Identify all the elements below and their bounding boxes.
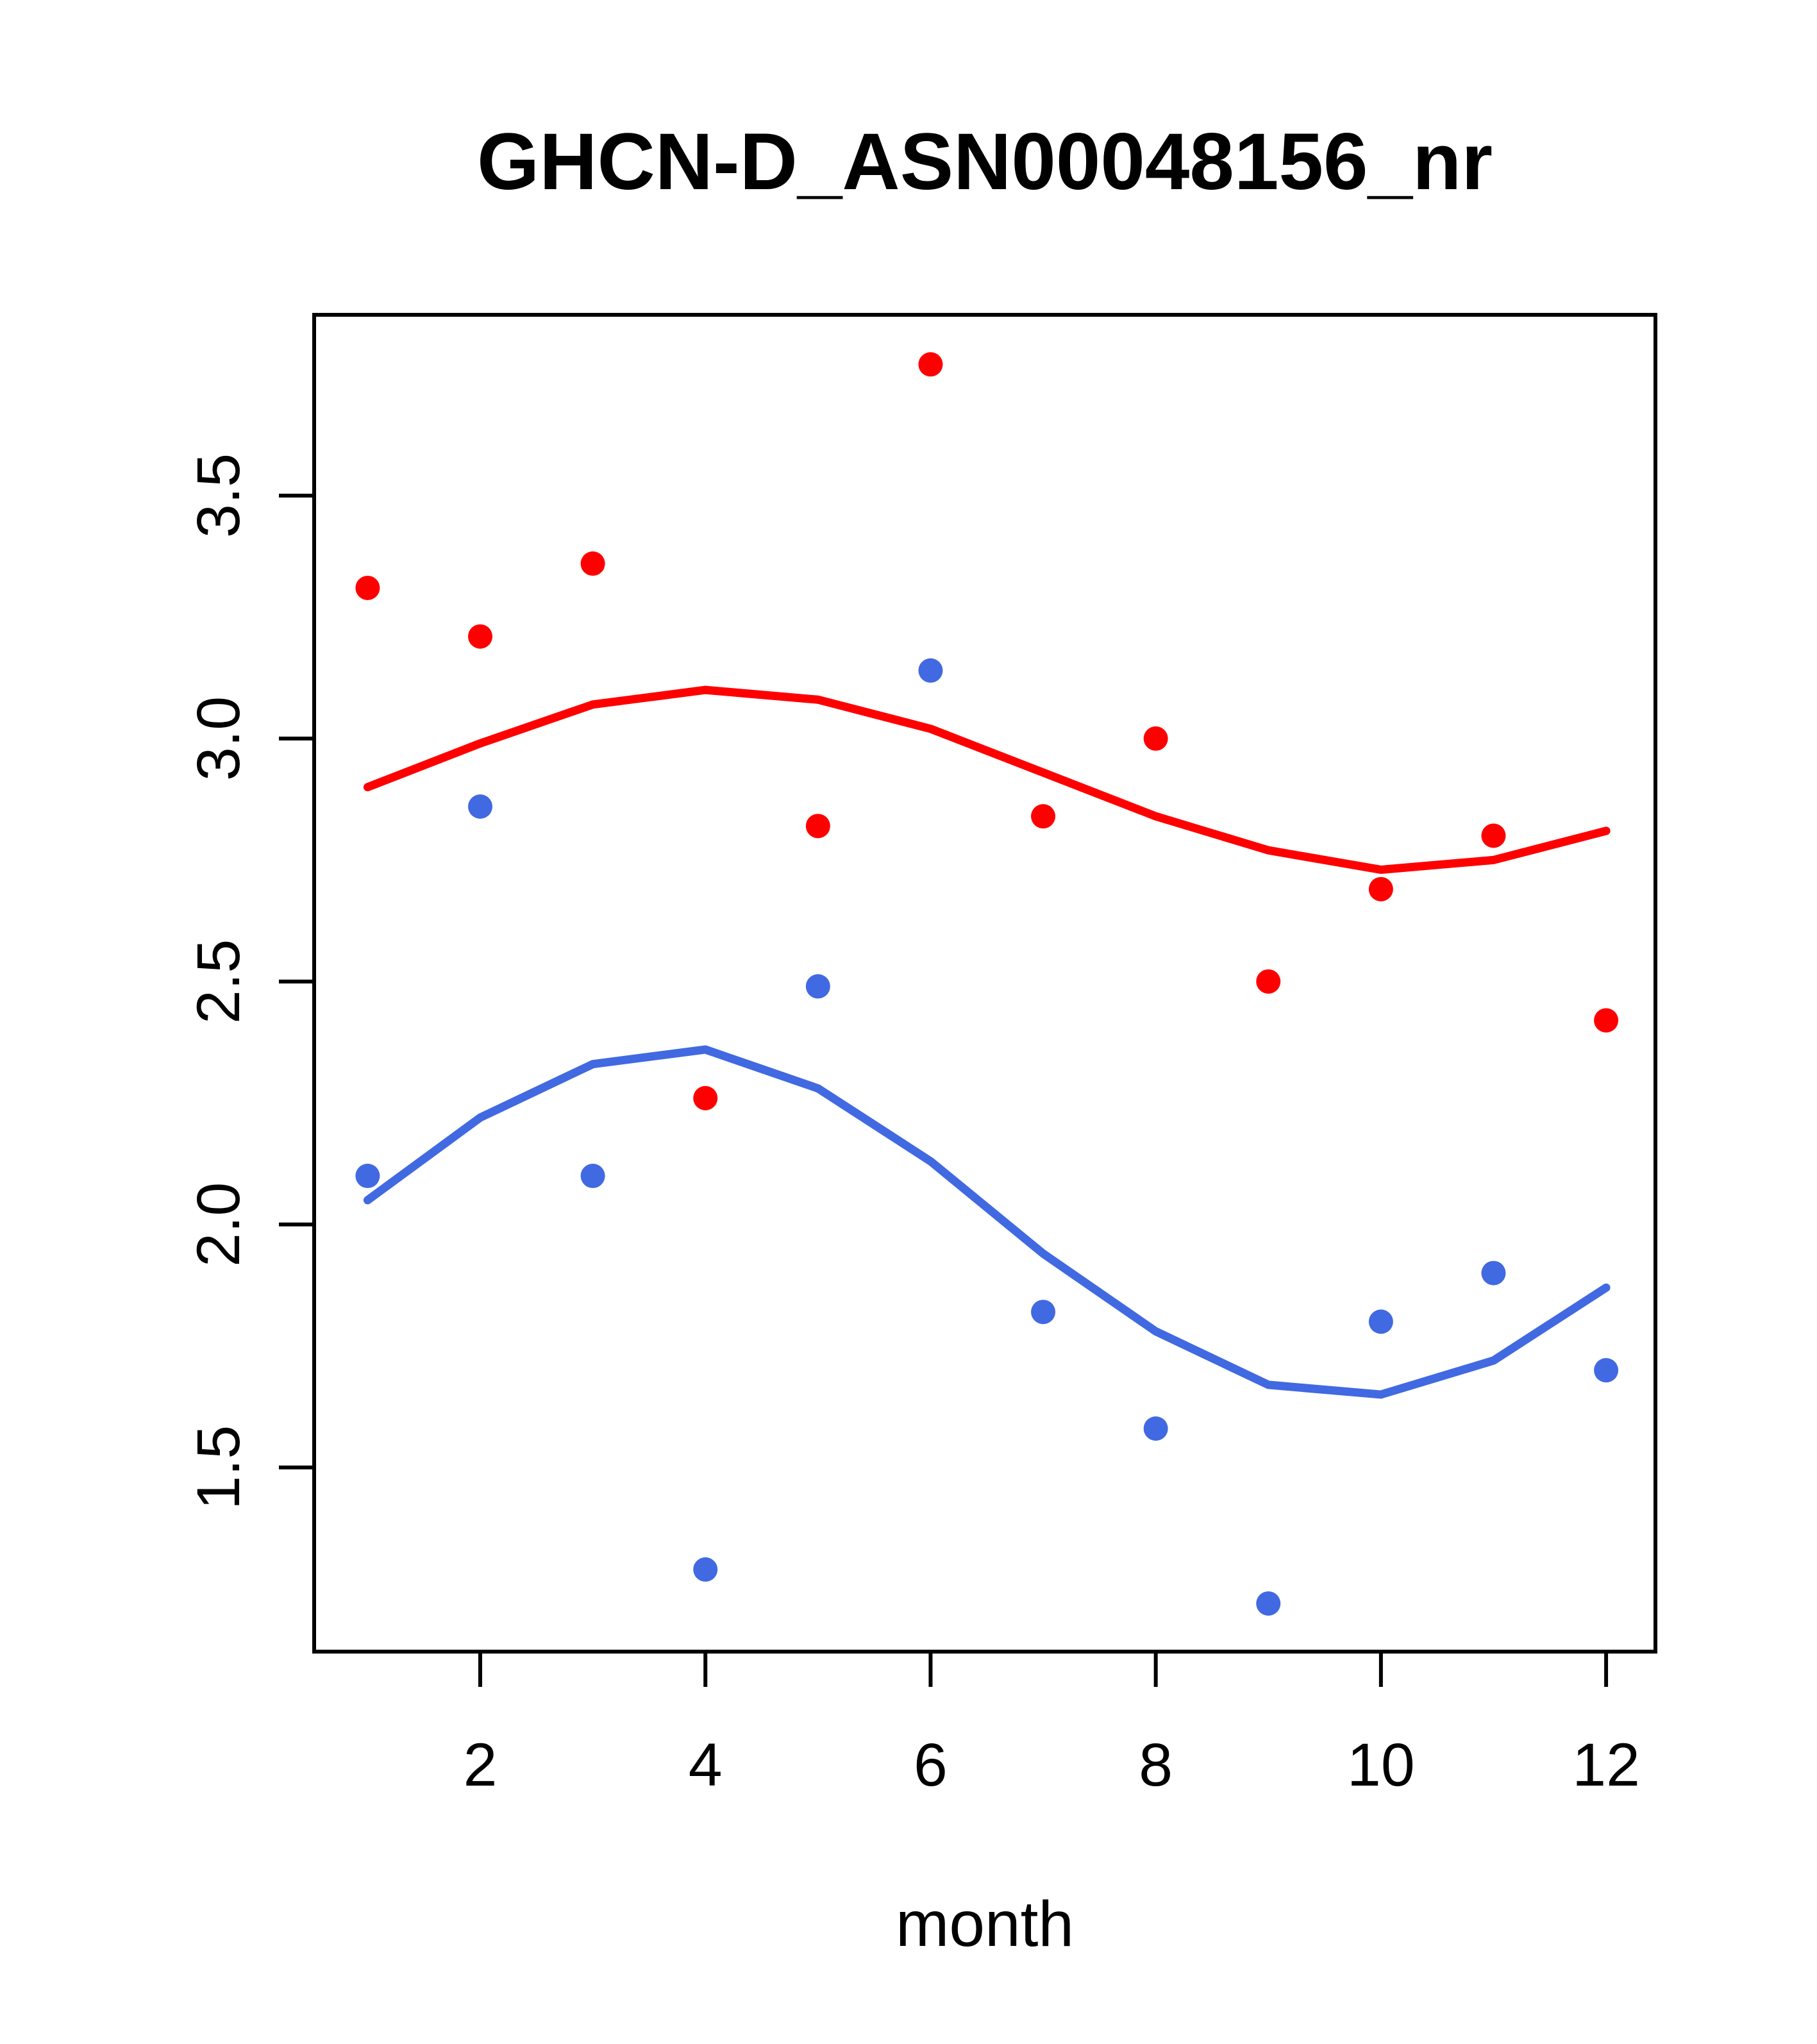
blue-point <box>1481 1261 1506 1286</box>
red-point <box>1481 823 1506 848</box>
blue-point <box>355 1164 380 1189</box>
blue-point <box>693 1557 718 1582</box>
y-tick-label: 3.0 <box>185 696 253 781</box>
y-tick-label: 2.5 <box>185 939 253 1024</box>
red-smooth-line <box>363 685 1611 875</box>
y-tick-label: 2.0 <box>185 1182 253 1267</box>
x-tick-label: 2 <box>464 1731 498 1799</box>
blue-point <box>918 658 943 683</box>
red-point <box>1143 726 1168 751</box>
x-tick-label: 10 <box>1347 1731 1415 1799</box>
x-tick-label: 8 <box>1139 1731 1173 1799</box>
blue-point <box>1368 1309 1393 1334</box>
blue-point <box>580 1164 605 1189</box>
red-point <box>1031 804 1056 829</box>
x-tick-label: 4 <box>689 1731 723 1799</box>
plot-area: 1.5 2.0 2.5 3.0 3.5 2 4 6 8 10 12 <box>185 313 1657 1799</box>
blue-point <box>468 794 493 819</box>
plot-box <box>312 313 1657 1654</box>
blue-point <box>805 974 830 999</box>
red-point <box>693 1085 718 1110</box>
red-point <box>1368 876 1393 901</box>
blue-point <box>1031 1300 1056 1325</box>
blue-smooth-line <box>363 1045 1611 1399</box>
x-tick-label: 12 <box>1572 1731 1640 1799</box>
red-point <box>1594 1008 1619 1033</box>
blue-point <box>1256 1591 1281 1616</box>
red-point <box>805 814 830 839</box>
red-point <box>1256 969 1281 994</box>
y-tick-label: 3.5 <box>185 453 253 538</box>
x-tick-label: 6 <box>914 1731 948 1799</box>
x-axis-title: month <box>896 1888 1074 1960</box>
red-point <box>918 352 943 377</box>
red-point <box>355 575 380 600</box>
red-point <box>468 624 493 649</box>
blue-point <box>1143 1416 1168 1441</box>
chart-title: GHCN-D_ASN00048156_nr <box>477 117 1493 206</box>
blue-point <box>1594 1358 1619 1383</box>
red-point <box>580 551 605 576</box>
y-tick-label: 1.5 <box>185 1425 253 1510</box>
